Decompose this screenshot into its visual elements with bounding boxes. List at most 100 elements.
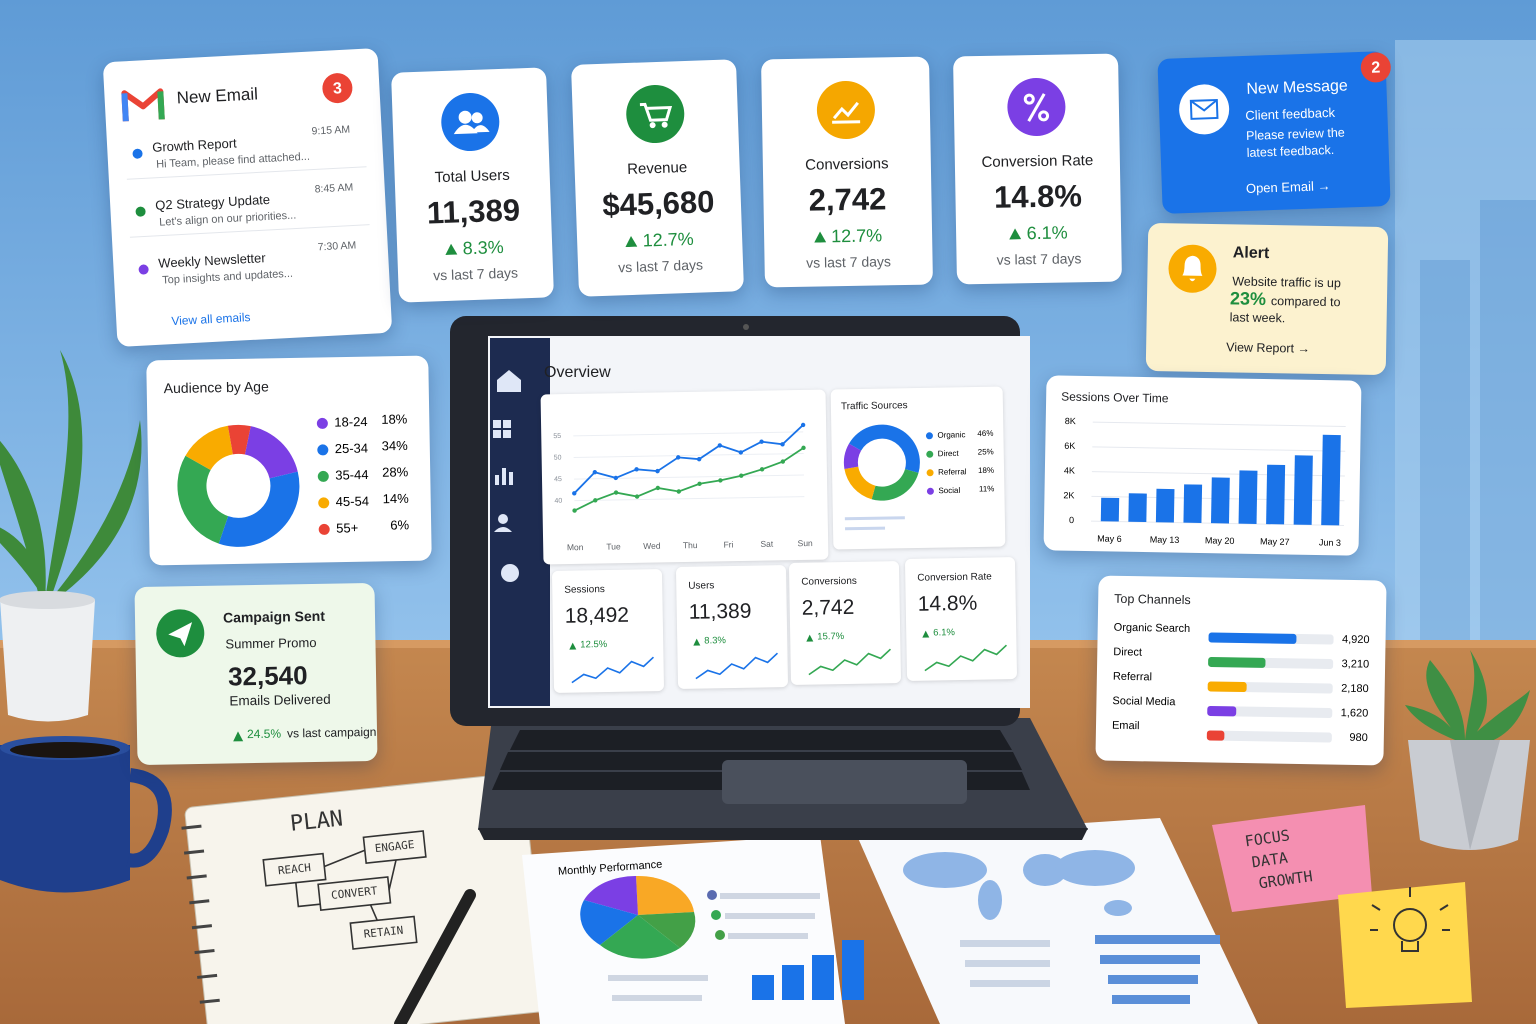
- glyph: [471, 112, 483, 124]
- laptop-screen: Overview: [544, 338, 1028, 706]
- legend-label: Referral: [938, 467, 967, 476]
- legend-dot: [317, 470, 329, 482]
- view-report-link[interactable]: View Report →: [1226, 340, 1311, 356]
- mail-icon-side: [121, 93, 129, 122]
- up-arrow: [233, 731, 244, 742]
- donut-segment: [849, 424, 920, 473]
- graphic: [571, 656, 655, 684]
- bar: [1293, 455, 1313, 525]
- campaign-change: 24.5%: [246, 726, 282, 742]
- notebook-text: PLAN REACH ENGAGE CONVERT RETAIN: [277, 806, 415, 941]
- bar: [1238, 470, 1258, 524]
- grid-line: [573, 431, 804, 437]
- graphic: [233, 731, 244, 742]
- up-arrow: [922, 630, 930, 638]
- icon-glyph: [639, 102, 673, 129]
- line-point: [634, 467, 639, 472]
- graphic: [569, 642, 577, 650]
- paper-left: [522, 835, 864, 1024]
- legend-label: Social: [938, 486, 960, 495]
- sparkline: [695, 652, 779, 680]
- graphic: [626, 85, 685, 144]
- kpi-change-value: 8.3%: [462, 236, 505, 259]
- alert-highlight: 23%: [1229, 288, 1267, 309]
- legend-dot: [317, 444, 329, 456]
- up-arrow: [693, 638, 701, 646]
- graphic: Organic 46% Direct 25% Referral 18% Social 11%: [843, 424, 995, 531]
- plan-step: RETAIN: [363, 924, 404, 941]
- channel-value: 2,180: [1341, 683, 1369, 695]
- y-tick-label: 0: [1069, 515, 1074, 525]
- legend-dot: [926, 450, 934, 458]
- channel-value: 1,620: [1341, 707, 1369, 719]
- divider: [129, 224, 370, 238]
- icon-glyph: [1023, 93, 1050, 122]
- icon-glyph: [832, 101, 861, 124]
- stat-card: Sessions 18,492 12.5%: [551, 569, 665, 693]
- line-point: [613, 475, 619, 481]
- traffic-panel: Traffic Sources Organic 46% Direct 25% Referr…: [830, 386, 1006, 550]
- plan-step: REACH: [277, 861, 311, 877]
- y-tick-label: 55: [553, 433, 561, 440]
- donut-segment: [227, 424, 251, 455]
- sessions-card: Sessions Over Time 0 2K 4K 6K 8K May 6 May 13 Ma…: [1043, 375, 1362, 556]
- x-tick-label: Tue: [606, 541, 621, 551]
- kpi-card: Conversion Rate 14.8% 6.1% vs last 7 days: [953, 53, 1122, 285]
- line-point: [759, 467, 765, 472]
- legend-label: 25-34: [335, 441, 369, 457]
- line-point: [592, 470, 598, 475]
- legend-value: 25%: [978, 447, 994, 456]
- email-time: 9:15 AM: [311, 123, 351, 138]
- legend-label: Organic: [937, 430, 965, 439]
- message-body: Please review the latest feedback.: [1245, 125, 1345, 160]
- legend-dot: [318, 497, 330, 509]
- y-tick-label: 8K: [1065, 416, 1076, 426]
- line-point: [780, 459, 786, 464]
- kpi-value: $45,680: [601, 184, 715, 223]
- open-email-link[interactable]: Open Email →: [1245, 178, 1331, 197]
- message-card: 2 New Message Client feedback Please review…: [1157, 51, 1391, 214]
- legend-value: 18%: [381, 411, 408, 426]
- graphic: [693, 638, 701, 646]
- bar: [1207, 705, 1237, 717]
- campaign-label: Emails Delivered: [229, 691, 331, 709]
- glyph: [453, 124, 490, 135]
- bar: [1208, 656, 1266, 668]
- line-point: [572, 491, 577, 496]
- up-arrow: [814, 231, 827, 243]
- kpi-change: 6.1%: [956, 222, 1121, 246]
- bar-track: [1206, 730, 1332, 743]
- grid-line: [573, 452, 804, 458]
- line-point: [718, 478, 723, 483]
- bar: [1100, 497, 1120, 522]
- email-title: New Email: [176, 84, 259, 108]
- grid-line: [574, 496, 805, 502]
- sparkline: [808, 648, 892, 676]
- up-arrow: [625, 235, 638, 248]
- legend-value: 18%: [978, 466, 994, 475]
- x-tick-label: Thu: [683, 540, 698, 550]
- kpi-change: 12.7%: [764, 225, 932, 249]
- line-point: [696, 456, 702, 462]
- plant-right: [1405, 650, 1530, 850]
- up-arrow: [814, 231, 827, 243]
- x-tick-label: Fri: [723, 539, 733, 549]
- y-tick-label: 50: [554, 455, 562, 462]
- glyph: [832, 101, 861, 124]
- line-chart-panel: 55 50 45 40 Mon Tue Wed Thu Fri Sat Sun: [540, 389, 829, 565]
- unread-dot: [132, 148, 143, 159]
- legend-value: 11%: [979, 484, 995, 493]
- channel-value: 980: [1349, 732, 1368, 744]
- x-tick-label: May 13: [1150, 534, 1180, 545]
- pen: [394, 889, 476, 1024]
- badge-count: 2: [1371, 59, 1381, 76]
- kpi-change-value: 6.1%: [1026, 222, 1068, 244]
- legend-value: 28%: [382, 464, 409, 479]
- sparkline: [571, 656, 655, 684]
- message-subtitle: Client feedback: [1245, 104, 1336, 123]
- channel-value: 3,210: [1341, 658, 1369, 670]
- line-point: [780, 442, 785, 447]
- line-point: [572, 508, 577, 513]
- glyph: [1027, 93, 1046, 122]
